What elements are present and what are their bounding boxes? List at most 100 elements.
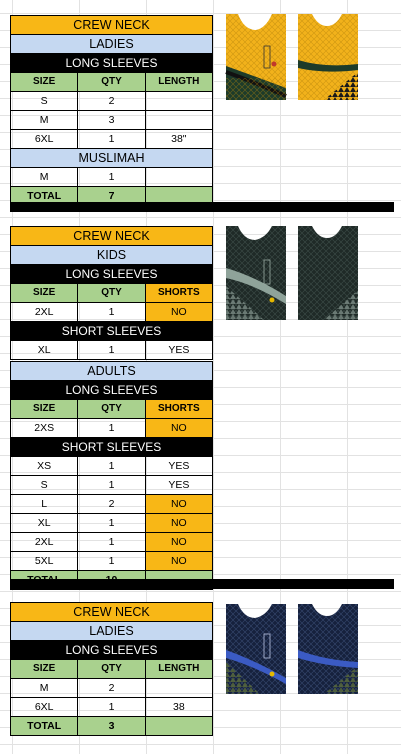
length-cell[interactable]: 38" xyxy=(144,129,214,149)
qty-cell[interactable]: 1 xyxy=(77,475,146,495)
qty-cell[interactable]: 1 xyxy=(77,513,146,533)
qty-cell[interactable]: 1 xyxy=(77,340,146,360)
size-cell[interactable]: 6XL xyxy=(9,129,79,149)
table-row: 2XL 1 NO xyxy=(9,302,214,322)
shorts-cell[interactable]: NO xyxy=(144,302,214,322)
qty-cell[interactable]: 1 xyxy=(77,418,146,438)
shorts-cell[interactable]: NO xyxy=(144,418,214,438)
section-divider xyxy=(10,579,394,589)
length-cell[interactable] xyxy=(144,167,214,187)
table-row: S 1 YES xyxy=(9,475,214,495)
sleeve-short[interactable]: SHORT SLEEVES xyxy=(10,321,213,341)
sleeve-long[interactable]: LONG SLEEVES xyxy=(10,53,213,73)
size-cell[interactable]: XL xyxy=(9,513,79,533)
length-cell[interactable] xyxy=(144,110,214,130)
size-cell[interactable]: 2XL xyxy=(9,532,79,552)
shorts-cell[interactable]: YES xyxy=(144,340,214,360)
qty-cell[interactable]: 2 xyxy=(77,678,146,698)
navy-jersey-image xyxy=(226,604,358,694)
size-cell[interactable]: 5XL xyxy=(9,551,79,571)
total-label[interactable]: TOTAL xyxy=(9,716,79,736)
category-kids[interactable]: KIDS xyxy=(10,245,213,265)
total-value[interactable]: 3 xyxy=(77,716,146,736)
category-ladies[interactable]: LADIES xyxy=(10,34,213,54)
size-cell[interactable]: L xyxy=(9,494,79,514)
table-row: M 2 xyxy=(9,678,214,698)
sleeve-long[interactable]: LONG SLEEVES xyxy=(10,640,213,660)
header-shorts[interactable]: SHORTS xyxy=(144,399,214,419)
length-cell[interactable] xyxy=(144,91,214,111)
qty-cell[interactable]: 1 xyxy=(77,456,146,476)
shorts-cell[interactable]: NO xyxy=(144,532,214,552)
size-cell[interactable]: M xyxy=(9,110,79,130)
category-adults[interactable]: ADULTS xyxy=(10,361,213,381)
shorts-cell[interactable]: NO xyxy=(144,513,214,533)
category-muslimah[interactable]: MUSLIMAH xyxy=(10,148,213,168)
qty-cell[interactable]: 1 xyxy=(77,697,146,717)
header-size[interactable]: SIZE xyxy=(9,72,79,92)
adults-order-table: ADULTS LONG SLEEVES SIZE QTY SHORTS 2XS … xyxy=(9,361,214,590)
total-empty[interactable] xyxy=(144,716,214,736)
size-cell[interactable]: XL xyxy=(9,340,79,360)
qty-cell[interactable]: 2 xyxy=(77,91,146,111)
size-cell[interactable]: 2XL xyxy=(9,302,79,322)
total-empty[interactable] xyxy=(144,186,214,206)
size-cell[interactable]: M xyxy=(9,678,79,698)
header-qty[interactable]: QTY xyxy=(77,72,146,92)
length-cell[interactable] xyxy=(144,678,214,698)
total-value[interactable]: 7 xyxy=(77,186,146,206)
qty-cell[interactable]: 2 xyxy=(77,494,146,514)
section-divider xyxy=(10,202,394,212)
size-cell[interactable]: 6XL xyxy=(9,697,79,717)
crew-neck-header[interactable]: CREW NECK xyxy=(10,15,213,35)
qty-cell[interactable]: 1 xyxy=(77,302,146,322)
header-shorts[interactable]: SHORTS xyxy=(144,283,214,303)
table-row: XL 1 YES xyxy=(9,340,214,360)
sleeve-long[interactable]: LONG SLEEVES xyxy=(10,264,213,284)
header-qty[interactable]: QTY xyxy=(77,659,146,679)
size-cell[interactable]: S xyxy=(9,91,79,111)
size-cell[interactable]: 2XS xyxy=(9,418,79,438)
table-row: M 1 xyxy=(9,167,214,187)
ladies-order-table-2: CREW NECK LADIES LONG SLEEVES SIZE QTY L… xyxy=(9,602,214,736)
header-length[interactable]: LENGTH xyxy=(144,72,214,92)
kids-order-table: CREW NECK KIDS LONG SLEEVES SIZE QTY SHO… xyxy=(9,226,214,360)
table-row: 5XL 1 NO xyxy=(9,551,214,571)
header-size[interactable]: SIZE xyxy=(9,659,79,679)
shorts-cell[interactable]: NO xyxy=(144,494,214,514)
sleeve-long[interactable]: LONG SLEEVES xyxy=(10,380,213,400)
table-row: 6XL 1 38 xyxy=(9,697,214,717)
length-cell[interactable]: 38 xyxy=(144,697,214,717)
category-ladies[interactable]: LADIES xyxy=(10,621,213,641)
yellow-jersey-image xyxy=(225,14,358,100)
qty-cell[interactable]: 1 xyxy=(77,532,146,552)
crew-neck-header[interactable]: CREW NECK xyxy=(10,226,213,246)
crew-neck-header[interactable]: CREW NECK xyxy=(10,602,213,622)
ladies-order-table: CREW NECK LADIES LONG SLEEVES SIZE QTY L… xyxy=(9,15,214,206)
table-row: 6XL 1 38" xyxy=(9,129,214,149)
table-row: 2XL 1 NO xyxy=(9,532,214,552)
header-length[interactable]: LENGTH xyxy=(144,659,214,679)
qty-cell[interactable]: 1 xyxy=(77,129,146,149)
table-row: XL 1 NO xyxy=(9,513,214,533)
shorts-cell[interactable]: NO xyxy=(144,551,214,571)
table-row: L 2 NO xyxy=(9,494,214,514)
size-cell[interactable]: XS xyxy=(9,456,79,476)
dark-jersey-image xyxy=(226,226,358,320)
table-row: 2XS 1 NO xyxy=(9,418,214,438)
shorts-cell[interactable]: YES xyxy=(144,475,214,495)
size-cell[interactable]: S xyxy=(9,475,79,495)
size-cell[interactable]: M xyxy=(9,167,79,187)
shorts-cell[interactable]: YES xyxy=(144,456,214,476)
table-row: S 2 xyxy=(9,91,214,111)
qty-cell[interactable]: 3 xyxy=(77,110,146,130)
header-qty[interactable]: QTY xyxy=(77,283,146,303)
header-qty[interactable]: QTY xyxy=(77,399,146,419)
table-row: XS 1 YES xyxy=(9,456,214,476)
header-size[interactable]: SIZE xyxy=(9,283,79,303)
qty-cell[interactable]: 1 xyxy=(77,167,146,187)
qty-cell[interactable]: 1 xyxy=(77,551,146,571)
sleeve-short[interactable]: SHORT SLEEVES xyxy=(10,437,213,457)
header-size[interactable]: SIZE xyxy=(9,399,79,419)
table-row: M 3 xyxy=(9,110,214,130)
